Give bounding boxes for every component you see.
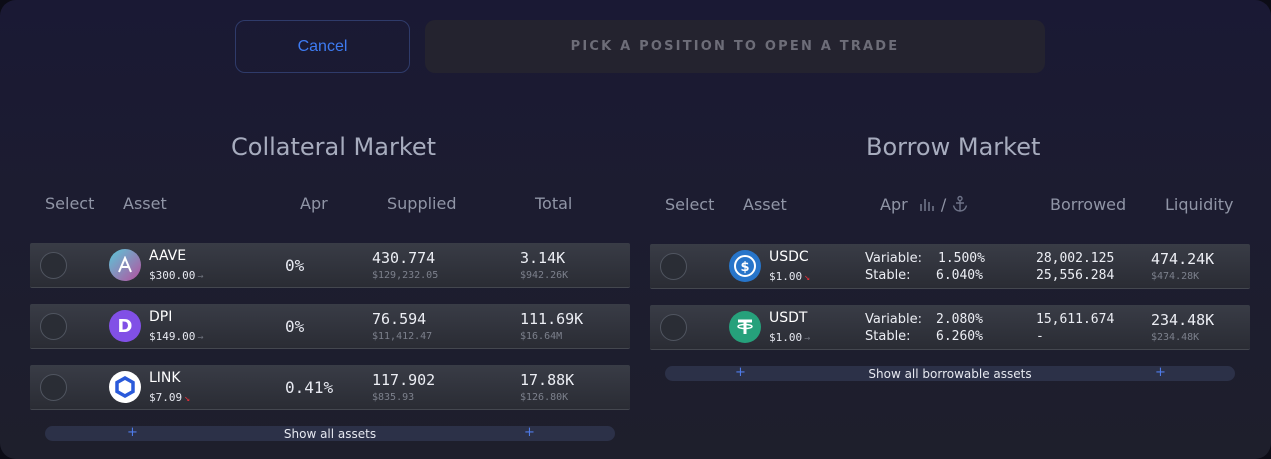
borrow-row-usdc[interactable]: $ USDC $1.00 ↘ Variable: 1.500% Stable: 6… [650, 244, 1250, 289]
borrow-header-liquidity: Liquidity [1165, 195, 1234, 214]
borrow-row-usdt[interactable]: USDT $1.00 → Variable: 2.080% Stable: 6.2… [650, 305, 1250, 350]
asset-price: $7.09 ↘ [149, 391, 191, 404]
asset-price: $1.00 ↘ [769, 270, 811, 283]
asset-symbol: AAVE [149, 248, 187, 264]
collateral-header-supplied: Supplied [387, 194, 457, 213]
collateral-row-aave[interactable]: AAVE $300.00 → 0% 430.774 $129,232.05 3.1… [30, 243, 630, 288]
supplied-usd: $835.93 [372, 392, 415, 403]
variable-rate-label: Variable: [865, 312, 923, 327]
supplied-amount: 117.902 [372, 371, 436, 389]
trend-down-icon: ↘ [184, 393, 191, 404]
stable-rate-value: 6.260% [936, 329, 983, 344]
asset-price: $300.00 → [149, 269, 204, 282]
stable-rate-label: Stable: [865, 329, 911, 344]
tether-icon [729, 311, 761, 343]
borrowed-variable: 28,002.125 [1036, 251, 1115, 266]
total-amount: 111.69K [520, 310, 584, 328]
supplied-amount: 430.774 [372, 249, 436, 267]
asset-price: $149.00 → [149, 330, 204, 343]
borrow-header-select: Select [665, 195, 715, 214]
variable-rate-value: 1.500% [938, 251, 985, 266]
apr-value: 0.41% [285, 378, 334, 397]
borrow-header-apr: Apr / [880, 195, 969, 214]
borrowed-stable: 25,556.284 [1036, 268, 1115, 283]
plus-icon: + [127, 425, 138, 440]
bar-chart-icon[interactable] [918, 196, 936, 212]
apr-slash: / [940, 195, 947, 214]
plus-icon: + [735, 365, 746, 380]
trend-flat-icon: → [804, 333, 811, 344]
total-usd: $942.26K [520, 270, 569, 281]
variable-rate-label: Variable: [865, 251, 923, 266]
open-trade-button[interactable]: PICK A POSITION TO OPEN A TRADE [425, 20, 1045, 73]
collateral-row-link[interactable]: LINK $7.09 ↘ 0.41% 117.902 $835.93 17.88K… [30, 365, 630, 410]
plus-icon: + [1155, 365, 1166, 380]
collateral-header-total: Total [535, 194, 573, 213]
asset-symbol: USDC [769, 249, 809, 265]
select-radio[interactable] [40, 313, 67, 340]
borrow-market-title: Borrow Market [866, 133, 1041, 161]
dpi-icon: D [109, 310, 141, 342]
show-all-borrowable-label: Show all borrowable assets [868, 366, 1032, 381]
asset-symbol: DPI [149, 309, 173, 325]
asset-price: $1.00 → [769, 331, 811, 344]
stable-rate-value: 6.040% [936, 268, 983, 283]
show-all-assets-button[interactable]: + Show all assets + [45, 425, 615, 441]
aave-icon [109, 249, 141, 281]
total-amount: 3.14K [520, 249, 566, 267]
total-usd: $16.64M [520, 331, 563, 342]
borrow-header-asset: Asset [743, 195, 787, 214]
trend-flat-icon: → [197, 271, 204, 282]
borrowed-variable: 15,611.674 [1036, 312, 1115, 327]
select-radio[interactable] [40, 252, 67, 279]
apr-value: 0% [285, 256, 305, 275]
collateral-header-asset: Asset [123, 194, 167, 213]
supplied-usd: $129,232.05 [372, 270, 439, 281]
collateral-header-select: Select [45, 194, 95, 213]
total-amount: 17.88K [520, 371, 575, 389]
collateral-row-dpi[interactable]: D DPI $149.00 → 0% 76.594 $11,412.47 111.… [30, 304, 630, 349]
asset-symbol: LINK [149, 370, 181, 386]
liquidity-amount: 234.48K [1151, 311, 1215, 329]
trend-flat-icon: → [197, 332, 204, 343]
select-radio[interactable] [660, 253, 687, 280]
borrow-header-borrowed: Borrowed [1050, 195, 1127, 214]
show-all-assets-label: Show all assets [283, 426, 377, 441]
chainlink-icon [109, 371, 141, 403]
cancel-button[interactable]: Cancel [235, 20, 410, 73]
supplied-usd: $11,412.47 [372, 331, 433, 342]
liquidity-amount: 474.24K [1151, 250, 1215, 268]
collateral-header-apr: Apr [300, 194, 328, 213]
borrowed-stable: - [1036, 329, 1044, 344]
show-all-borrowable-button[interactable]: + Show all borrowable assets + [665, 365, 1235, 381]
total-usd: $126.80K [520, 392, 569, 403]
anchor-icon[interactable] [951, 195, 969, 213]
trend-down-icon: ↘ [804, 272, 811, 283]
supplied-amount: 76.594 [372, 310, 427, 328]
variable-rate-value: 2.080% [936, 312, 983, 327]
usdc-icon: $ [729, 250, 761, 282]
apr-value: 0% [285, 317, 305, 336]
plus-icon: + [524, 425, 535, 440]
asset-symbol: USDT [769, 310, 808, 326]
select-radio[interactable] [660, 314, 687, 341]
stable-rate-label: Stable: [865, 268, 911, 283]
liquidity-usd: $474.28K [1151, 271, 1200, 282]
select-radio[interactable] [40, 374, 67, 401]
liquidity-usd: $234.48K [1151, 332, 1200, 343]
collateral-market-title: Collateral Market [231, 133, 437, 161]
svg-text:$: $ [740, 260, 749, 275]
